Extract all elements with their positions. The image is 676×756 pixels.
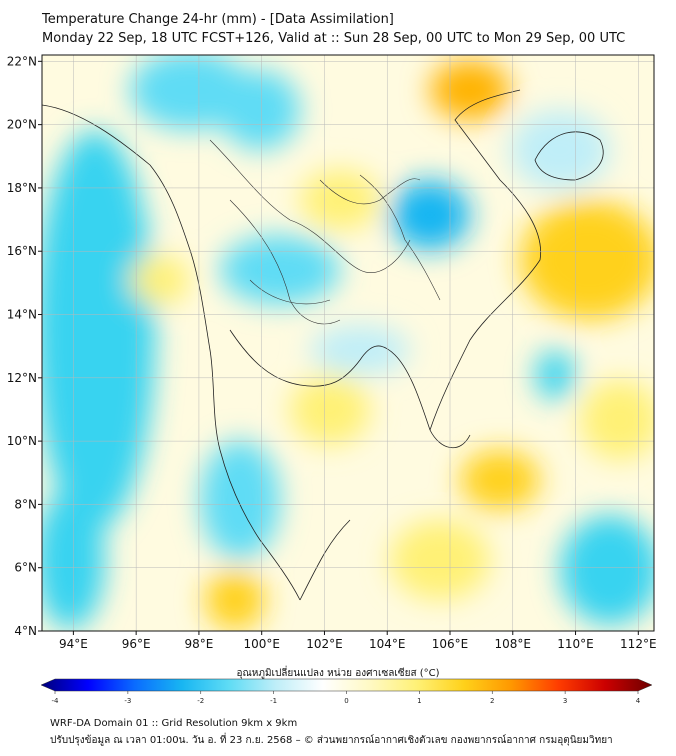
colorbar-tick-label: -1 xyxy=(270,697,277,705)
lat-tick-label: 22°N xyxy=(7,54,37,68)
lon-tick-label: 100°E xyxy=(243,637,280,651)
colorbar: -4 -3 -2 -1 0 1 2 3 4 xyxy=(40,678,653,705)
lon-tick-label: 106°E xyxy=(432,637,469,651)
admin-borders xyxy=(209,139,441,325)
coastlines xyxy=(42,89,604,601)
lon-tick-label: 102°E xyxy=(306,637,343,651)
footer-model-info: WRF-DA Domain 01 :: Grid Resolution 9km … xyxy=(50,718,298,729)
chart-title: Temperature Change 24-hr (mm) - [Data As… xyxy=(42,12,394,27)
lon-tick-label: 98°E xyxy=(184,637,213,651)
lat-tick-label: 6°N xyxy=(14,561,37,575)
colorbar-tick-label: -4 xyxy=(52,697,60,705)
lon-tick-label: 110°E xyxy=(557,637,594,651)
colorbar-tick-label: 2 xyxy=(490,697,494,705)
grid-lines xyxy=(42,55,654,632)
lat-tick-label: 10°N xyxy=(7,434,37,448)
lon-tick-label: 112°E xyxy=(620,637,657,651)
lon-tick-label: 104°E xyxy=(369,637,406,651)
colorbar-tick-label: 3 xyxy=(563,697,567,705)
lon-tick-label: 94°E xyxy=(59,637,88,651)
lon-tick-label: 96°E xyxy=(122,637,151,651)
lon-tick-label: 108°E xyxy=(495,637,532,651)
colorbar-label: อุณหภูมิเปลี่ยนแปลง หน่วย องศาเซลเซียส (… xyxy=(236,668,440,679)
colorbar-tick-label: 4 xyxy=(636,697,641,705)
lat-tick-label: 16°N xyxy=(7,244,37,258)
temperature-change-field xyxy=(42,55,654,631)
colorbar-tick-label: 1 xyxy=(417,697,421,705)
lat-tick-label: 14°N xyxy=(7,308,37,322)
map-border xyxy=(41,54,655,632)
lat-tick-label: 18°N xyxy=(7,181,37,195)
lat-tick-label: 12°N xyxy=(7,371,37,385)
lat-tick-label: 8°N xyxy=(14,497,37,511)
colorbar-tick-label: 0 xyxy=(344,697,348,705)
chart-subtitle: Monday 22 Sep, 18 UTC FCST+126, Valid at… xyxy=(42,31,626,46)
lat-tick-label: 20°N xyxy=(7,118,37,132)
lon-axis: 94°E 96°E 98°E 100°E 102°E 104°E 106°E 108°E 110… xyxy=(59,631,657,651)
footer-update-info: ปรับปรุงข้อมูล ณ เวลา 01:00น. วัน อ. ที่… xyxy=(50,735,613,746)
lat-axis: 4°N 6°N 8°N 10°N 12°N 14°N 16°N 18°N 20°N 22°N xyxy=(7,54,42,638)
colorbar-tick-label: -3 xyxy=(124,697,131,705)
lat-tick-label: 4°N xyxy=(14,624,37,638)
colorbar-tick-label: -2 xyxy=(197,697,204,705)
